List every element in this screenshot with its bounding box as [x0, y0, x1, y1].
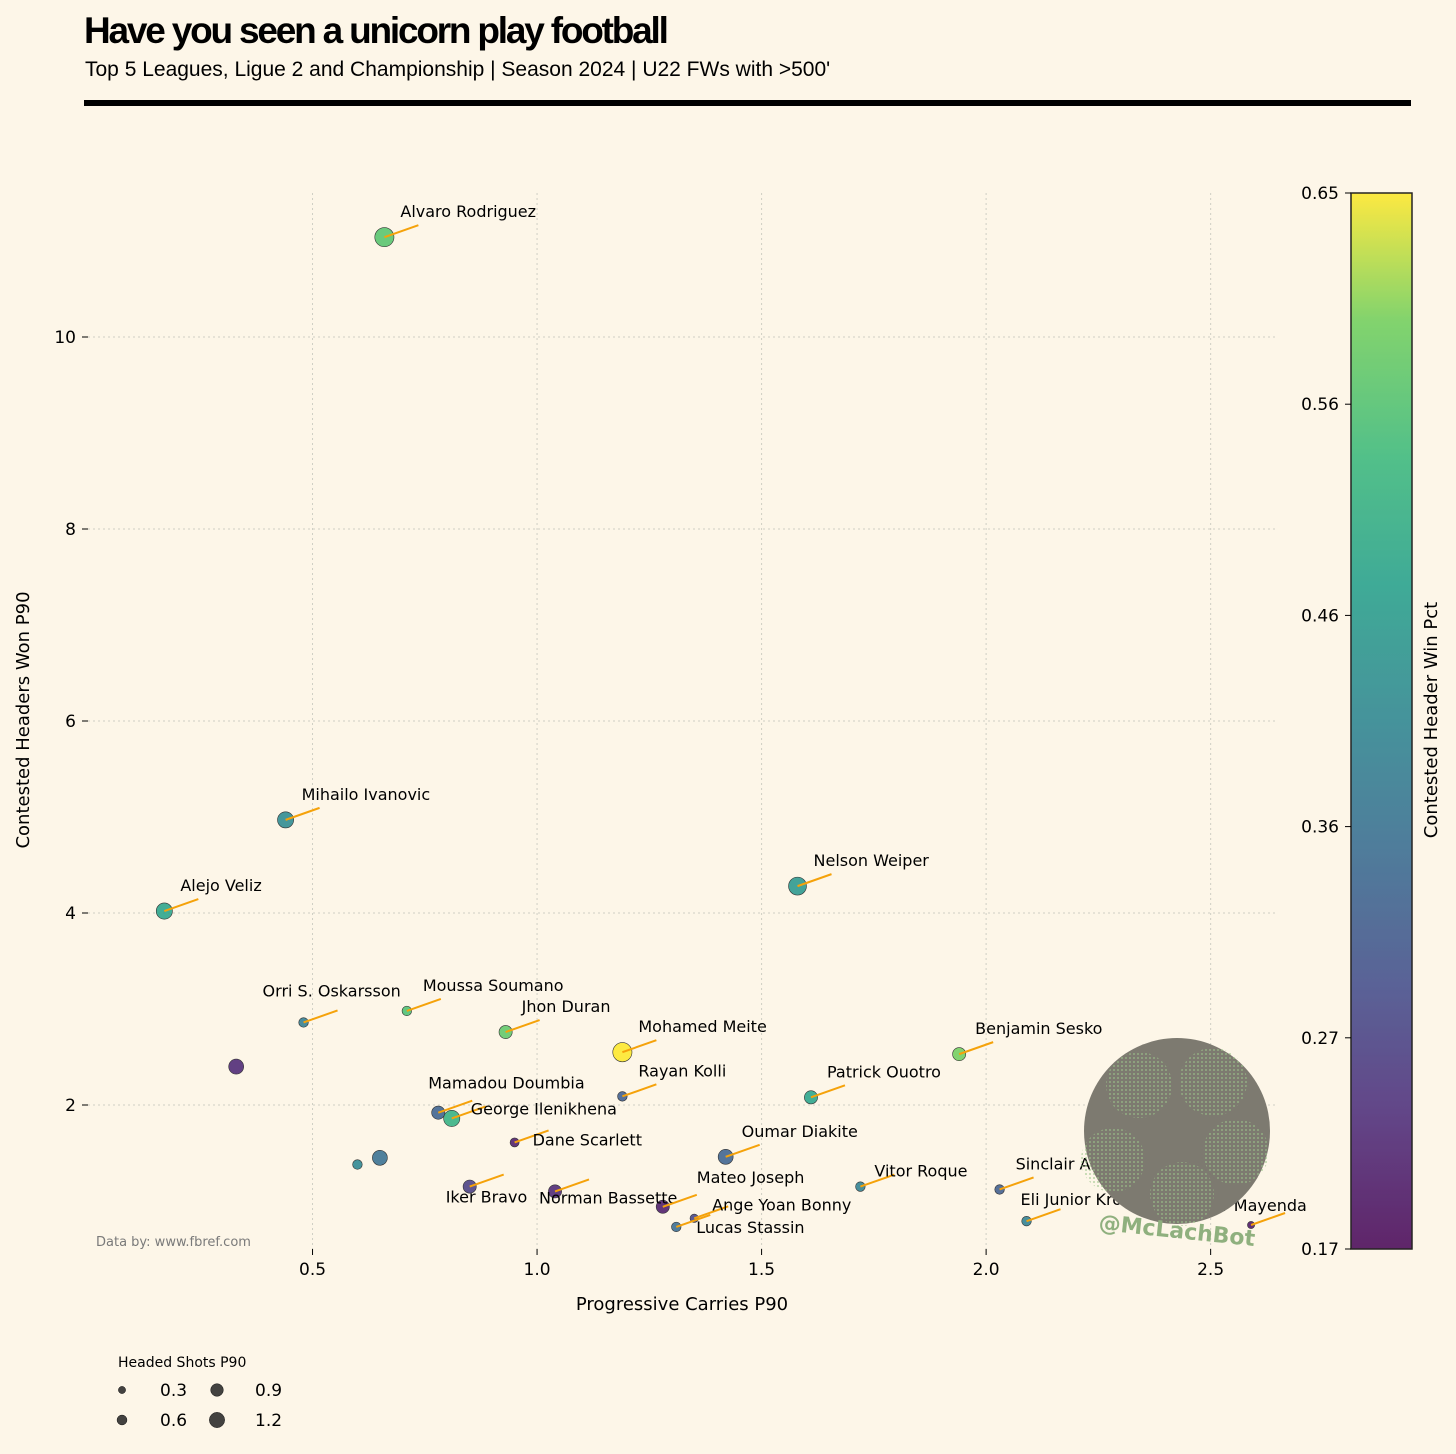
data-point [372, 1150, 388, 1166]
annotation-line [675, 1213, 711, 1228]
size-legend-label: 0.6 [160, 1411, 187, 1431]
annotation-line [505, 1019, 540, 1033]
y-tick-label: 2 [65, 1096, 76, 1116]
colorbar-label: Contested Header Win Pct [1421, 602, 1442, 838]
point-label: Alvaro Rodriguez [400, 202, 536, 221]
x-tick-label: 1.5 [748, 1260, 775, 1280]
annotation-line [797, 873, 832, 888]
x-tick-label: 2.0 [973, 1260, 1000, 1280]
point-label: Patrick Ouotro [827, 1062, 941, 1081]
annotation-line [1026, 1208, 1061, 1223]
y-axis-label: Contested Headers Won P90 [13, 591, 34, 848]
x-tick-label: 1.0 [524, 1260, 551, 1280]
point-label: Mihailo Ivanovic [302, 785, 431, 804]
y-tick-label: 10 [54, 328, 76, 348]
annotation-line [662, 1193, 698, 1208]
colorbar-gradient [1350, 192, 1413, 1250]
annotation-line [622, 1083, 657, 1098]
annotation-line [860, 1173, 895, 1188]
logo-badge: @McLachBot [1081, 1038, 1270, 1252]
size-legend-marker [210, 1383, 224, 1397]
point-label: Nelson Weiper [814, 851, 930, 870]
size-legend-label: 0.9 [255, 1381, 282, 1401]
data-points [155, 227, 1255, 1233]
point-label: Alejo Veliz [180, 876, 261, 895]
source-note: Data by: www.fbref.com [96, 1235, 251, 1250]
y-tick-label: 8 [65, 520, 76, 540]
annotation-line [999, 1176, 1034, 1191]
football-pattern-icon [1081, 1048, 1269, 1226]
point-label: Vitor Roque [874, 1162, 967, 1181]
point-label: Benjamin Sesko [975, 1019, 1102, 1038]
colorbar-tick-label: 0.36 [1301, 818, 1339, 838]
colorbar-tick-label: 0.65 [1301, 184, 1339, 204]
annotation-line [1250, 1212, 1286, 1226]
annotation-line [437, 1099, 473, 1114]
annotation-line [514, 1129, 549, 1144]
annotation-line [554, 1178, 590, 1193]
size-legend-title: Headed Shots P90 [118, 1355, 246, 1371]
size-legend-marker [116, 1414, 128, 1426]
axes: 0.5 1.0 1.5 2.0 2.5 2 4 6 8 10 [54, 328, 1224, 1280]
colorbar-tick-label: 0.17 [1301, 1240, 1339, 1260]
size-legend: Headed Shots P90 0.3 0.6 0.9 1.2 [116, 1355, 282, 1431]
y-tick-label: 4 [65, 904, 76, 924]
chart-title: Have you seen a unicorn play football [84, 10, 669, 51]
point-label: Moussa Soumano [423, 976, 564, 995]
annotation-line [285, 806, 320, 821]
annotation-line [958, 1041, 994, 1056]
point-label: Mateo Joseph [697, 1168, 805, 1187]
annotation-line [451, 1105, 487, 1120]
annotation-line [303, 1009, 338, 1024]
x-tick-label: 2.5 [1197, 1260, 1224, 1280]
colorbar-ticks: 0.17 0.27 0.36 0.46 0.56 0.65 [1301, 184, 1351, 1260]
annotation-line [406, 997, 442, 1012]
size-legend-marker [118, 1386, 126, 1394]
annotation-line [469, 1173, 505, 1188]
data-point [228, 1058, 244, 1075]
annotation-line [622, 1039, 657, 1054]
grid-lines [88, 193, 1278, 1249]
annotation-line [725, 1143, 760, 1158]
point-label: George Ilenikhena [471, 1099, 617, 1118]
size-legend-entries: 0.3 0.6 0.9 1.2 [116, 1381, 282, 1431]
colorbar: 0.17 0.27 0.36 0.46 0.56 0.65 Contested Heade… [1301, 184, 1442, 1260]
point-label: Ange Yoan Bonny [712, 1195, 851, 1214]
annotation-line [384, 224, 419, 239]
data-point [155, 902, 173, 920]
point-label: Rayan Kolli [638, 1061, 726, 1080]
point-label: Dane Scarlett [533, 1130, 642, 1149]
size-legend-label: 1.2 [255, 1411, 282, 1431]
point-label: Jhon Duran [521, 997, 611, 1016]
data-point [352, 1159, 363, 1170]
size-legend-label: 0.3 [160, 1381, 187, 1401]
colorbar-tick-label: 0.46 [1301, 606, 1339, 626]
y-tick-label: 6 [65, 712, 76, 732]
colorbar-tick-label: 0.56 [1301, 395, 1339, 415]
size-legend-marker [209, 1412, 225, 1428]
chart-subtitle: Top 5 Leagues, Ligue 2 and Championship … [85, 58, 831, 81]
point-label: Iker Bravo [446, 1188, 528, 1207]
point-label: Orri S. Oskarsson [263, 981, 401, 1000]
point-label: Lucas Stassin [696, 1218, 804, 1237]
point-label: Mohamed Meite [638, 1017, 766, 1036]
point-label: Norman Bassette [539, 1188, 677, 1207]
annotation-line [810, 1084, 846, 1099]
x-axis-label: Progressive Carries P90 [576, 1294, 788, 1315]
point-label: Oumar Diakite [742, 1122, 858, 1141]
x-tick-label: 0.5 [299, 1260, 326, 1280]
point-label: Mamadou Doumbia [428, 1074, 584, 1093]
annotation-line [164, 898, 199, 913]
annotation-line [693, 1205, 729, 1220]
title-rule [84, 100, 1411, 106]
colorbar-tick-label: 0.27 [1301, 1029, 1339, 1049]
